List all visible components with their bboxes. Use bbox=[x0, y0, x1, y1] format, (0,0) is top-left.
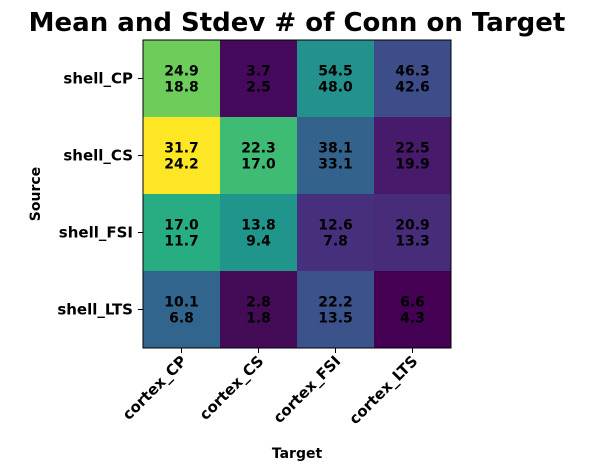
heatmap-cell bbox=[374, 194, 452, 272]
y-axis-label: Source bbox=[28, 167, 44, 221]
cell-stdev-label: 13.3 bbox=[395, 234, 430, 250]
heatmap-cell bbox=[143, 117, 221, 195]
cell-stdev-label: 19.9 bbox=[395, 157, 430, 173]
cell-stdev-label: 48.0 bbox=[318, 80, 353, 96]
y-tick-label: shell_CP bbox=[63, 70, 133, 88]
x-tick-label: cortex_LTS bbox=[346, 352, 422, 428]
cell-stdev-label: 33.1 bbox=[318, 157, 353, 173]
heatmap-cell bbox=[297, 271, 375, 349]
cell-stdev-label: 11.7 bbox=[164, 234, 199, 250]
cell-stdev-label: 13.5 bbox=[318, 311, 353, 327]
cell-stdev-label: 9.4 bbox=[246, 234, 271, 250]
heatmap-cell bbox=[374, 40, 452, 118]
cell-mean-label: 31.7 bbox=[164, 141, 199, 157]
plot-frame bbox=[142, 39, 452, 349]
heatmap-cell bbox=[143, 194, 221, 272]
cell-mean-label: 24.9 bbox=[164, 64, 199, 80]
x-tick-label: cortex_CS bbox=[196, 352, 268, 424]
cell-stdev-label: 1.8 bbox=[246, 311, 271, 327]
cell-mean-label: 54.5 bbox=[318, 64, 353, 80]
cell-mean-label: 3.7 bbox=[246, 64, 271, 80]
y-axis-ticks: shell_CP shell_CS shell_FSI shell_LTS bbox=[57, 70, 143, 319]
heatmap-cell bbox=[220, 194, 298, 272]
y-tick-label: shell_FSI bbox=[59, 224, 133, 242]
x-axis-label: Target bbox=[272, 446, 323, 462]
cell-stdev-label: 17.0 bbox=[241, 157, 276, 173]
heatmap-cell bbox=[297, 40, 375, 118]
heatmap-cell bbox=[143, 40, 221, 118]
cell-mean-label: 12.6 bbox=[318, 218, 353, 234]
cell-mean-label: 2.8 bbox=[246, 295, 271, 311]
y-tick-label: shell_LTS bbox=[57, 301, 133, 319]
heatmap-cell bbox=[374, 117, 452, 195]
cell-mean-label: 38.1 bbox=[318, 141, 353, 157]
cell-mean-label: 22.3 bbox=[241, 141, 276, 157]
cell-stdev-label: 24.2 bbox=[164, 157, 199, 173]
heatmap-cell bbox=[220, 117, 298, 195]
cell-stdev-label: 2.5 bbox=[246, 80, 271, 96]
cell-mean-label: 13.8 bbox=[241, 218, 276, 234]
chart-title: Mean and Stdev # of Conn on Target bbox=[29, 8, 566, 38]
heatmap-cell bbox=[220, 40, 298, 118]
heatmap-cell bbox=[297, 194, 375, 272]
y-tick-label: shell_CS bbox=[63, 147, 133, 165]
heatmap-cells: 24.918.8 3.72.5 54.548.0 46.342.6 31.724.2 22… bbox=[143, 40, 452, 349]
cell-stdev-label: 4.3 bbox=[400, 311, 425, 327]
cell-mean-label: 22.5 bbox=[395, 141, 430, 157]
cell-stdev-label: 18.8 bbox=[164, 80, 199, 96]
cell-stdev-label: 7.8 bbox=[323, 234, 348, 250]
x-tick-label: cortex_FSI bbox=[270, 352, 345, 427]
cell-stdev-label: 6.8 bbox=[169, 311, 194, 327]
heatmap-cell bbox=[297, 117, 375, 195]
cell-mean-label: 46.3 bbox=[395, 64, 430, 80]
cell-mean-label: 17.0 bbox=[164, 218, 199, 234]
cell-mean-label: 20.9 bbox=[395, 218, 430, 234]
heatmap-cell bbox=[220, 271, 298, 349]
x-tick-label: cortex_CP bbox=[119, 352, 191, 424]
heatmap-cell bbox=[143, 271, 221, 349]
heatmap-cell bbox=[374, 271, 452, 349]
cell-mean-label: 10.1 bbox=[164, 295, 199, 311]
cell-mean-label: 22.2 bbox=[318, 295, 353, 311]
x-axis-ticks: cortex_CP cortex_CS cortex_FSI cortex_LTS bbox=[119, 348, 422, 428]
cell-mean-label: 6.6 bbox=[400, 295, 425, 311]
cell-stdev-label: 42.6 bbox=[395, 80, 430, 96]
